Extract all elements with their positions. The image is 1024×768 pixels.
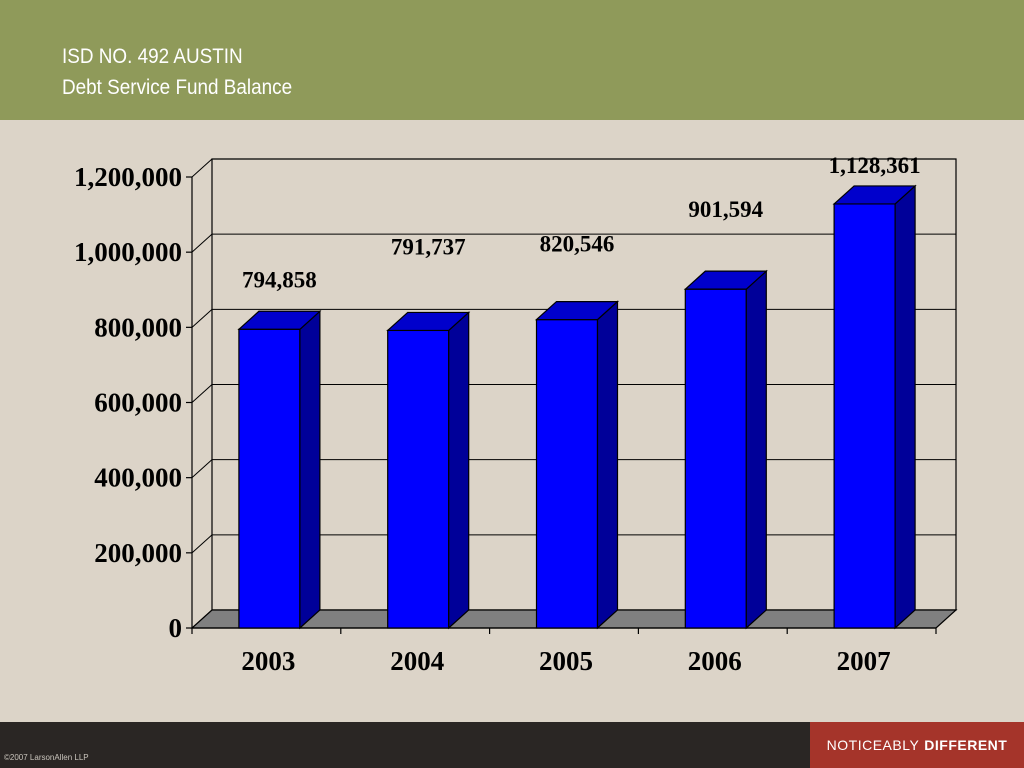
gridline-side — [191, 384, 213, 403]
copyright-text: ©2007 LarsonAllen LLP — [4, 753, 89, 762]
data-label: 1,128,361 — [829, 153, 921, 178]
data-label: 791,737 — [391, 234, 466, 259]
bar-top — [832, 185, 917, 205]
tagline-bold: DIFFERENT — [924, 737, 1008, 753]
x-tick-label: 2003 — [241, 646, 295, 676]
gridline-side — [191, 308, 213, 328]
title-bar: ISD NO. 492 AUSTIN Debt Service Fund Bal… — [0, 0, 1024, 120]
bar — [387, 329, 450, 629]
bar-side — [448, 311, 470, 630]
x-tick-label: 2004 — [390, 646, 444, 676]
slide-title-line1: ISD NO. 492 AUSTIN — [62, 45, 243, 68]
footer-bar: ©2007 LarsonAllen LLP NOTICEABLY DIFFERE… — [0, 722, 1024, 768]
bar-side — [299, 309, 321, 630]
bar-top — [534, 301, 620, 321]
bar-side — [745, 269, 767, 630]
gridline-side — [191, 459, 213, 479]
bar-side — [596, 300, 619, 630]
bar-top — [683, 270, 768, 290]
bar — [833, 203, 896, 629]
y-tick-label: 1,200,000 — [74, 162, 182, 192]
y-tick-label: 600,000 — [94, 388, 182, 418]
bar — [238, 328, 301, 629]
bar — [684, 288, 747, 629]
chart-area: 0 200,000 400,000 600,000 800,000 1,000,000 1,… — [0, 120, 1024, 720]
bar-side — [894, 184, 916, 630]
bar-chart: 0 200,000 400,000 600,000 800,000 1,000,000 1,… — [74, 153, 958, 676]
gridline-side — [191, 158, 213, 178]
y-tick-label: 200,000 — [94, 538, 182, 568]
y-tick-label: 400,000 — [94, 463, 182, 493]
data-label: 820,546 — [540, 232, 615, 257]
gridline-side — [191, 534, 213, 554]
bar-top — [237, 310, 322, 330]
bar — [535, 319, 599, 629]
gridline-side — [191, 233, 213, 253]
y-tick-label: 1,000,000 — [74, 237, 182, 267]
tagline-prefix: NOTICEABLY — [826, 737, 920, 753]
data-label: 901,594 — [688, 197, 763, 222]
x-tick-label: 2007 — [837, 646, 891, 676]
y-tick-label: 0 — [169, 613, 183, 643]
slide-title-line2: Debt Service Fund Balance — [62, 76, 293, 99]
bar-top — [386, 311, 471, 332]
data-label: 794,858 — [242, 267, 317, 292]
brand-tagline: NOTICEABLY DIFFERENT — [810, 722, 1024, 768]
x-tick-label: 2006 — [688, 646, 742, 676]
y-tick-label: 800,000 — [94, 312, 182, 342]
x-tick-label: 2005 — [539, 646, 593, 676]
